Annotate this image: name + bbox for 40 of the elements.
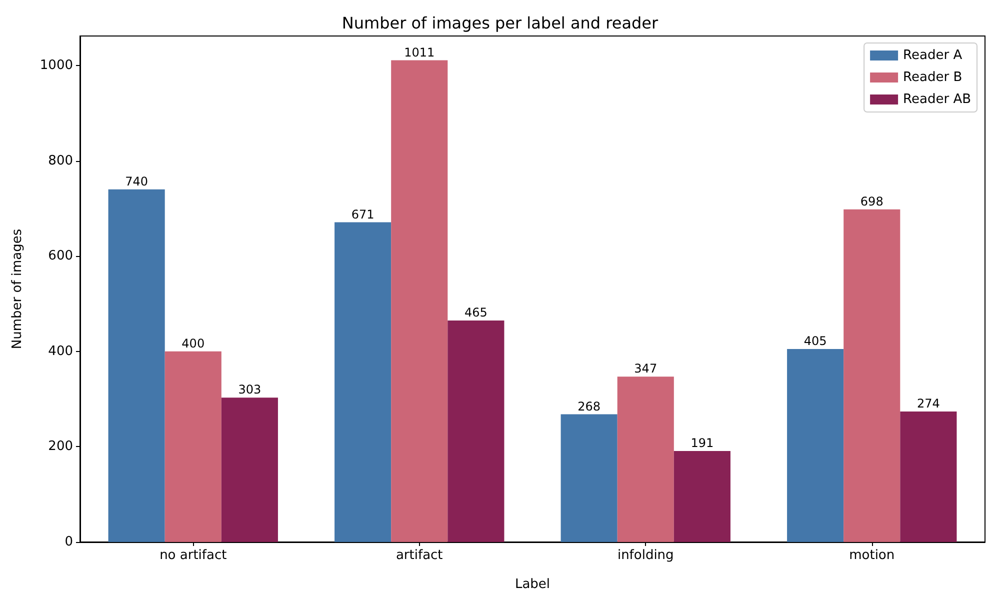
legend-label: Reader A	[903, 48, 962, 63]
data-label: 400	[182, 336, 205, 350]
data-label: 1011	[404, 45, 435, 60]
data-label: 191	[690, 436, 714, 450]
y-tick-label: 1000	[40, 58, 73, 74]
bar	[617, 376, 674, 542]
legend-label: Reader AB	[903, 92, 971, 107]
data-label: 465	[464, 305, 488, 320]
bar	[221, 398, 278, 542]
y-tick-label: 600	[48, 248, 73, 264]
bar	[674, 450, 730, 542]
bar	[900, 411, 957, 542]
y-tick-label: 800	[48, 153, 73, 168]
data-label: 303	[238, 382, 262, 397]
legend-label: Reader B	[903, 70, 962, 85]
y-tick-label: 200	[48, 439, 73, 454]
bar	[560, 414, 618, 542]
x-axis-title: Label	[514, 577, 550, 592]
x-tick-label: artifact	[396, 548, 443, 563]
data-label: 274	[916, 396, 940, 410]
x-tick-label: no artifact	[160, 548, 227, 563]
bar	[391, 60, 448, 542]
data-label: 405	[804, 334, 827, 348]
x-tick-label: motion	[849, 548, 895, 563]
data-label: 698	[860, 194, 884, 208]
bar	[164, 351, 222, 542]
y-tick-label: 0	[64, 534, 73, 550]
x-tick-label: infolding	[617, 548, 674, 563]
data-label: 671	[351, 207, 374, 222]
data-label: 347	[634, 362, 658, 376]
chart-title: Number of images per label and reader	[342, 14, 659, 32]
data-label: 268	[578, 399, 601, 414]
bar	[448, 320, 504, 542]
y-axis-title: Number of images	[10, 228, 25, 350]
data-label: 740	[125, 174, 148, 188]
y-tick-label: 400	[48, 344, 73, 359]
bar	[334, 222, 392, 542]
bar	[844, 209, 900, 542]
bar	[108, 189, 165, 542]
bar	[787, 349, 844, 542]
